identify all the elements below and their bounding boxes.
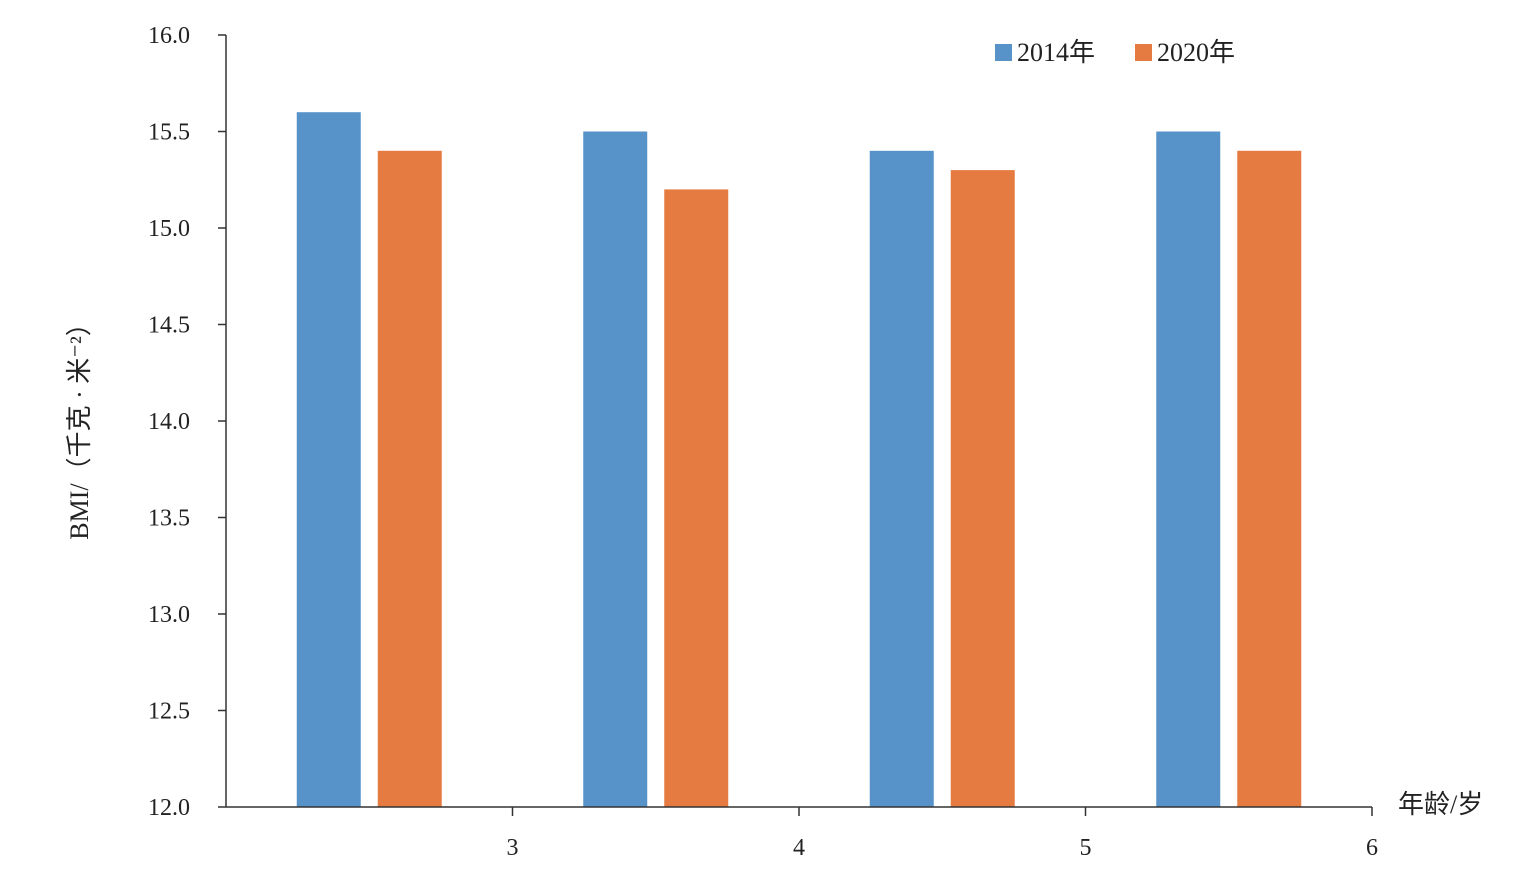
y-tick-label: 12.0 (148, 795, 190, 821)
x-tick-label: 5 (1080, 835, 1092, 861)
y-tick-label: 15.5 (148, 120, 190, 146)
legend-swatch (995, 44, 1012, 61)
legend-label: 2014年 (1017, 38, 1095, 67)
x-axis-title: 年龄/岁 (1398, 790, 1483, 819)
bar-2020年-3 (377, 150, 442, 808)
x-tick-label: 6 (1366, 835, 1378, 861)
x-tick-label: 3 (507, 835, 519, 861)
bar-2020年-5 (950, 170, 1015, 808)
y-tick-label: 13.5 (148, 506, 190, 532)
y-tick-label: 16.0 (148, 23, 190, 49)
x-ticks-group: 3 4 5 6 (507, 807, 1378, 861)
x-tick-label: 4 (793, 835, 805, 861)
y-tick-label: 12.5 (148, 699, 190, 725)
y-tick-label: 13.0 (148, 602, 190, 628)
y-tick-label: 14.5 (148, 313, 190, 339)
y-axis-title: BMI/（千克 · 米⁻²） (65, 310, 94, 540)
legend: 2014年 2020年 (995, 38, 1235, 67)
y-ticks-group: 12.0 12.5 13.0 13.5 14.0 14.5 15.0 15.5 16.0 (148, 23, 226, 821)
bar-2020年-6 (1237, 150, 1302, 808)
legend-swatch (1135, 44, 1152, 61)
legend-label: 2020年 (1157, 38, 1235, 67)
y-tick-label: 14.0 (148, 409, 190, 435)
bar-2014年-5 (869, 150, 934, 808)
bar-2014年-4 (583, 131, 648, 807)
bar-2014年-3 (296, 112, 361, 807)
y-tick-label: 15.0 (148, 216, 190, 242)
bars-group (296, 112, 1302, 808)
bar-2020年-4 (664, 189, 729, 807)
bar-2014年-6 (1156, 131, 1221, 807)
